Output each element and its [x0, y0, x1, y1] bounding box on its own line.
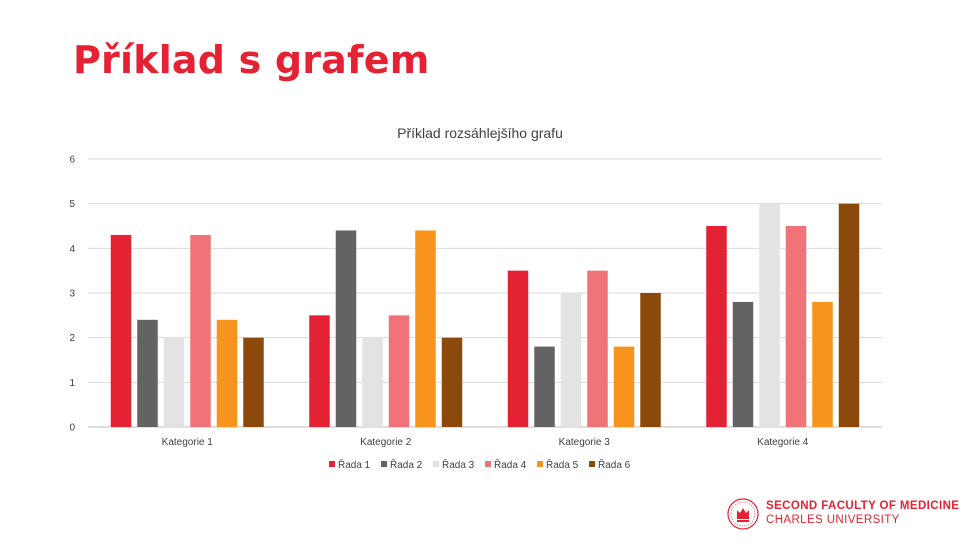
y-axis-ticks: 0 1 2 3 4 5 6 [69, 155, 75, 434]
bar [613, 346, 635, 427]
bar [560, 293, 582, 427]
bar [534, 346, 555, 427]
bar [838, 203, 860, 427]
faculty-logo: SECOND FACULTY OF MEDICINE CHARLES UNIVE… [726, 497, 960, 533]
legend-label: Řada 2 [390, 458, 423, 471]
bar [137, 319, 158, 427]
y-tick-label: 0 [69, 423, 75, 434]
legend-swatch [537, 461, 543, 467]
bar [163, 337, 185, 427]
legend-label: Řada 3 [442, 458, 475, 471]
category-label: Kategorie 3 [559, 437, 611, 448]
bar [706, 226, 727, 427]
bar [759, 203, 780, 427]
bar [415, 230, 436, 427]
bar [785, 226, 807, 427]
logo-line-1: SECOND FACULTY OF MEDICINE [766, 500, 960, 512]
bar [812, 301, 833, 427]
bar [507, 270, 529, 427]
bar [640, 293, 661, 427]
y-tick-label: 4 [69, 244, 75, 255]
legend-swatch [433, 461, 439, 467]
legend-label: Řada 1 [338, 458, 371, 471]
y-tick-label: 5 [69, 199, 75, 210]
bar [587, 270, 608, 427]
bar [243, 337, 264, 427]
bar [732, 301, 754, 427]
bar-chart: Příklad rozsáhlejšího grafu 0 1 2 3 4 5 6 Kate… [69, 125, 882, 471]
slide-title: Příklad s grafem [73, 38, 430, 82]
bar [441, 337, 463, 427]
category-label: Kategorie 4 [757, 437, 809, 448]
chart-bars [110, 203, 860, 427]
y-tick-label: 2 [69, 333, 75, 344]
chart-title: Příklad rozsáhlejšího grafu [397, 125, 563, 141]
legend-swatch [329, 461, 335, 467]
legend-swatch [485, 461, 491, 467]
x-axis-categories: Kategorie 1 Kategorie 2 Kategorie 3 Kategor… [162, 437, 809, 448]
legend-label: Řada 5 [546, 458, 579, 471]
bar [335, 230, 357, 427]
y-tick-label: 3 [69, 289, 75, 300]
chart-legend: Řada 1 Řada 2 Řada 3 Řada 4 Řada 5 Řada 6 [329, 458, 631, 471]
logo-line-2: CHARLES UNIVERSITY [766, 514, 900, 526]
legend-label: Řada 6 [598, 458, 631, 471]
bar [362, 337, 383, 427]
y-tick-label: 1 [69, 378, 75, 389]
bar [309, 315, 330, 427]
legend-label: Řada 4 [494, 458, 527, 471]
bar [190, 234, 211, 427]
legend-swatch [381, 461, 387, 467]
y-tick-label: 6 [69, 155, 75, 166]
bar [388, 315, 410, 427]
category-label: Kategorie 2 [360, 437, 412, 448]
category-label: Kategorie 1 [162, 437, 214, 448]
faculty-emblem-icon [727, 498, 759, 530]
legend-swatch [589, 461, 595, 467]
bar [216, 319, 238, 427]
bar [110, 234, 132, 427]
